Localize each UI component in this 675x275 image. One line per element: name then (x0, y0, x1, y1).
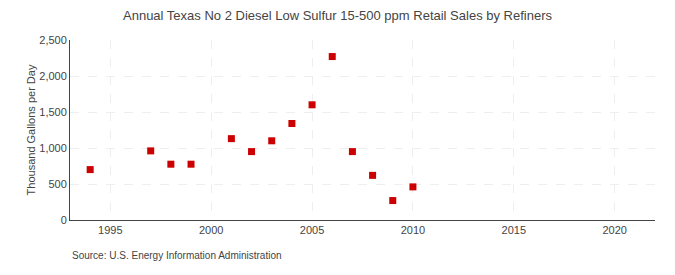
svg-text:2015: 2015 (502, 224, 526, 236)
svg-text:Thousand Gallons per Day: Thousand Gallons per Day (25, 64, 37, 195)
svg-text:1995: 1995 (98, 224, 122, 236)
svg-text:500: 500 (48, 178, 66, 190)
svg-text:2,000: 2,000 (39, 70, 67, 82)
svg-text:2020: 2020 (602, 224, 626, 236)
svg-text:2010: 2010 (401, 224, 425, 236)
svg-text:1,000: 1,000 (39, 142, 67, 154)
svg-text:2005: 2005 (300, 224, 324, 236)
svg-text:2000: 2000 (199, 224, 223, 236)
svg-text:1,500: 1,500 (39, 106, 67, 118)
svg-text:Annual Texas No 2 Diesel Low S: Annual Texas No 2 Diesel Low Sulfur 15-5… (123, 8, 552, 23)
svg-text:0: 0 (61, 214, 67, 226)
svg-text:2,500: 2,500 (39, 34, 67, 46)
svg-text:Source: U.S. Energy Informatio: Source: U.S. Energy Information Administ… (72, 250, 282, 261)
